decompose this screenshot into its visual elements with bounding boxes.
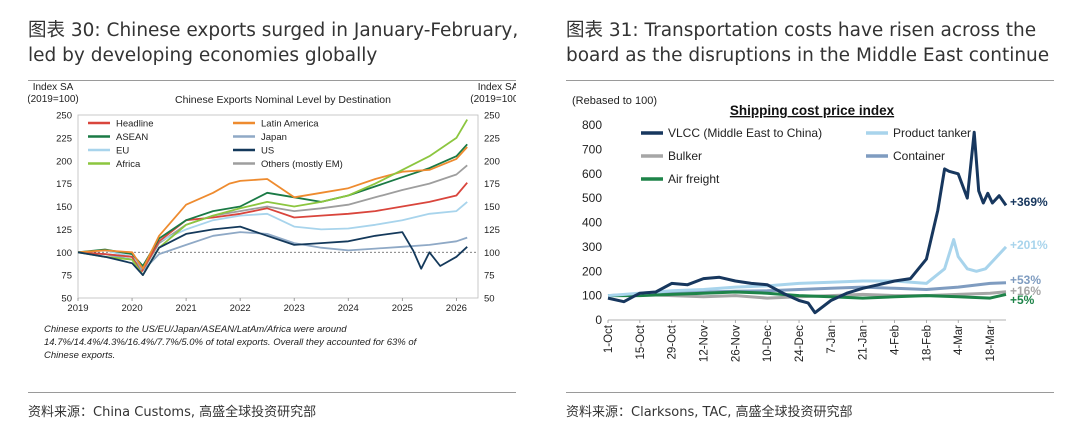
- x-tick-15-oct: 15-Oct: [635, 324, 647, 359]
- legend-label-us: US: [261, 146, 274, 157]
- x-tick-21-jan: 21-Jan: [858, 325, 870, 360]
- series-line-air-freight: [608, 290, 1007, 300]
- left-source-note: 资料来源：China Customs, 高盛全球投资研究部: [28, 405, 317, 420]
- x-tick-1-oct: 1-Oct: [603, 324, 615, 353]
- chart-footnote-line-2: 14.7%/14.4%/4.3%/16.4%/7.7%/5.0% of tota…: [44, 337, 418, 348]
- y-tick-right-250: 250: [484, 111, 500, 122]
- left-figure-panel: 图表 30: Chinese exports surged in January…: [28, 0, 548, 435]
- y-tick-0: 0: [595, 313, 602, 327]
- right-top-divider: [566, 80, 1054, 81]
- y-axis-label-left: Index SA: [33, 82, 74, 93]
- legend-label-headline: Headline: [116, 119, 154, 130]
- y-tick-right-150: 150: [484, 202, 500, 213]
- series-line-eu: [77, 201, 468, 267]
- left-bottom-divider: [28, 392, 516, 393]
- y-axis-label: (Rebased to 100): [572, 95, 657, 107]
- legend-label-bulker: Bulker: [668, 149, 702, 163]
- legend-label-asean: ASEAN: [116, 132, 148, 143]
- end-label-container: +53%: [1010, 273, 1041, 287]
- y-tick-100: 100: [582, 289, 602, 303]
- y-tick-right-75: 75: [484, 271, 495, 282]
- end-label-bulker: +16%: [1010, 284, 1041, 298]
- right-bottom-divider: [566, 392, 1054, 393]
- y-tick-left-50: 50: [61, 294, 72, 305]
- shipping-cost-line-chart: (Rebased to 100) Shipping cost price inde…: [572, 95, 1048, 362]
- left-top-divider: [28, 80, 516, 81]
- y-tick-left-100: 100: [56, 248, 72, 259]
- y-tick-left-150: 150: [56, 202, 72, 213]
- y-axis-label-right: Index SA: [478, 82, 516, 93]
- y-tick-right-175: 175: [484, 179, 500, 190]
- x-tick-2023: 2023: [284, 303, 305, 314]
- x-tick-18-mar: 18-Mar: [985, 325, 997, 362]
- y-tick-right-125: 125: [484, 225, 500, 236]
- series-line-vlcc-middle-east-to-china: [607, 130, 1008, 315]
- legend-label-others-mostly-em: Others (mostly EM): [261, 159, 343, 170]
- y-tick-left-175: 175: [56, 179, 72, 190]
- chart-title: Chinese Exports Nominal Level by Destina…: [175, 94, 391, 106]
- x-tick-18-feb: 18-Feb: [921, 325, 933, 361]
- x-tick-2021: 2021: [176, 303, 197, 314]
- y-tick-right-50: 50: [484, 294, 495, 305]
- y-tick-left-200: 200: [56, 156, 72, 167]
- exports-line-chart: Index SA(2019=100)Index SA(2019=100)Chin…: [28, 82, 516, 361]
- legend-label-eu: EU: [116, 146, 129, 157]
- x-tick-29-oct: 29-Oct: [667, 324, 679, 359]
- series-line-latin-america: [77, 146, 468, 270]
- x-tick-4-mar: 4-Mar: [953, 325, 965, 355]
- chart-footnote-line-1: Chinese exports to the US/EU/Japan/ASEAN…: [44, 324, 347, 335]
- plot-frame: [77, 114, 479, 299]
- y-tick-right-225: 225: [484, 133, 500, 144]
- y-tick-500: 500: [582, 191, 602, 205]
- y-tick-700: 700: [582, 142, 602, 156]
- chart-footnote-line-3: Chinese exports.: [44, 350, 115, 361]
- y-tick-left-125: 125: [56, 225, 72, 236]
- chart-title: Shipping cost price index: [730, 103, 895, 118]
- x-tick-12-nov: 12-Nov: [699, 325, 711, 362]
- y-tick-right-100: 100: [484, 248, 500, 259]
- right-figure-panel: 图表 31: Transportation costs have risen a…: [566, 0, 1080, 435]
- x-tick-2024: 2024: [338, 303, 359, 314]
- y-tick-200: 200: [582, 264, 602, 278]
- right-figure-title: 图表 31: Transportation costs have risen a…: [566, 20, 1050, 66]
- y-tick-left-75: 75: [61, 271, 72, 282]
- end-label-air-freight: +5%: [1010, 293, 1035, 307]
- y-tick-300: 300: [582, 240, 602, 254]
- legend-label-japan: Japan: [261, 132, 287, 143]
- legend-label-container: Container: [893, 149, 945, 163]
- series-line-us: [77, 225, 468, 277]
- y-tick-400: 400: [582, 216, 602, 230]
- y-tick-left-225: 225: [56, 133, 72, 144]
- y-tick-left-250: 250: [56, 111, 72, 122]
- left-figure-title: 图表 30: Chinese exports surged in January…: [28, 20, 519, 66]
- y-tick-right-200: 200: [484, 156, 500, 167]
- x-tick-26-nov: 26-Nov: [730, 325, 742, 362]
- x-tick-10-dec: 10-Dec: [762, 325, 774, 362]
- x-tick-2026: 2026: [446, 303, 467, 314]
- legend-label-latin-america: Latin America: [261, 119, 319, 130]
- y-tick-600: 600: [582, 167, 602, 181]
- legend-label-product-tanker: Product tanker: [893, 126, 971, 140]
- x-tick-2020: 2020: [121, 303, 142, 314]
- legend-label-air-freight: Air freight: [668, 172, 720, 186]
- x-tick-24-dec: 24-Dec: [794, 325, 806, 362]
- y-axis-label-right-unit: (2019=100): [470, 94, 516, 105]
- x-tick-2025: 2025: [392, 303, 413, 314]
- x-tick-2022: 2022: [230, 303, 251, 314]
- right-source-note: 资料来源：Clarksons, TAC, 高盛全球投资研究部: [566, 405, 853, 420]
- x-tick-2019: 2019: [67, 303, 88, 314]
- y-axis-label-left-unit: (2019=100): [28, 94, 79, 105]
- x-tick-4-feb: 4-Feb: [890, 325, 902, 355]
- end-label-vlcc-middle-east-to-china: +369%: [1010, 195, 1048, 209]
- legend-label-vlcc-middle-east-to-china: VLCC (Middle East to China): [668, 126, 822, 140]
- x-tick-7-jan: 7-Jan: [826, 325, 838, 354]
- y-tick-800: 800: [582, 118, 602, 132]
- legend-label-africa: Africa: [116, 159, 141, 170]
- end-label-product-tanker: +201%: [1010, 238, 1048, 252]
